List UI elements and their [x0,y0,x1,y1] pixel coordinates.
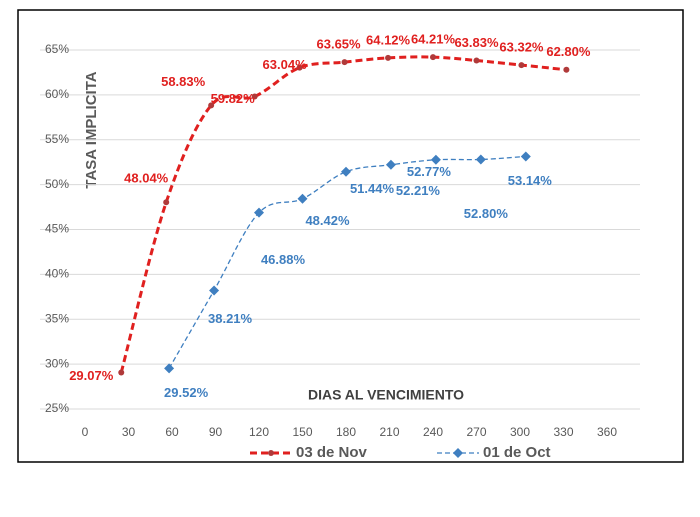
point [430,154,441,165]
data-label: 53.14% [508,173,553,188]
point [163,199,170,206]
frame [17,9,684,463]
point [563,66,570,73]
data-label: 63.32% [499,40,544,55]
data-label: 63.83% [454,35,499,50]
x-tick-label: 180 [336,425,356,439]
x-tick-label: 90 [209,425,223,439]
point [430,54,436,61]
y-tick-label: 55% [45,132,69,146]
point [296,64,303,71]
x-tick-label: 0 [82,425,89,439]
y-tick-label: 30% [45,356,69,370]
data-label: 52.80% [464,206,509,221]
point [254,207,264,218]
point [520,151,531,162]
y-tick-label: 50% [45,177,69,191]
point [297,193,308,204]
x-tick-label: 330 [553,425,573,439]
data-label: 62.80% [546,44,591,59]
data-label: 52.77% [407,164,452,179]
data-label: 63.04% [263,57,308,72]
data-label: 64.12% [366,32,411,47]
point [118,369,125,376]
data-label: 51.44% [350,181,395,196]
data-label: 59.82% [211,91,256,106]
point [385,54,392,61]
y-tick-label: 45% [45,222,69,236]
x-tick-label: 270 [466,425,486,439]
point [341,59,348,66]
x-tick-label: 240 [423,425,443,439]
point [475,154,486,165]
data-label: 48.04% [124,171,169,186]
series-line [119,55,567,373]
point [385,159,396,170]
legend-marker [453,448,463,458]
y-tick-label: 65% [45,42,69,56]
x-tick-label: 300 [510,425,530,439]
x-tick-label: 360 [597,425,617,439]
y-tick-label: 35% [45,311,69,325]
point [208,102,215,109]
data-label: 29.52% [164,385,209,400]
data-label: 48.42% [305,213,350,228]
point [518,62,525,69]
data-label: 52.21% [396,183,441,198]
point [341,166,351,177]
point [209,285,220,296]
y-tick-label: 40% [45,267,69,281]
y-axis-title: TASA IMPLICITA [83,71,100,188]
x-axis-title: DIAS AL VENCIMIENTO [308,387,464,403]
legend-marker [268,450,274,456]
x-tick-label: 120 [249,425,269,439]
data-label: 63.65% [317,37,362,52]
data-label: 58.83% [161,74,206,89]
x-tick-label: 60 [165,425,179,439]
x-tick-label: 30 [122,425,136,439]
y-tick-label: 25% [45,401,69,415]
point [164,363,175,374]
legend-label: 01 de Oct [483,444,551,461]
x-tick-label: 150 [292,425,312,439]
point [251,93,258,100]
y-tick-label: 60% [45,87,69,101]
point [473,57,480,64]
x-tick-label: 210 [379,425,399,439]
data-label: 64.21% [411,32,456,47]
legend-label: 03 de Nov [296,444,368,461]
data-label: 38.21% [208,311,253,326]
series-line [168,155,526,369]
data-label: 46.88% [261,252,306,267]
data-label: 29.07% [69,368,114,383]
